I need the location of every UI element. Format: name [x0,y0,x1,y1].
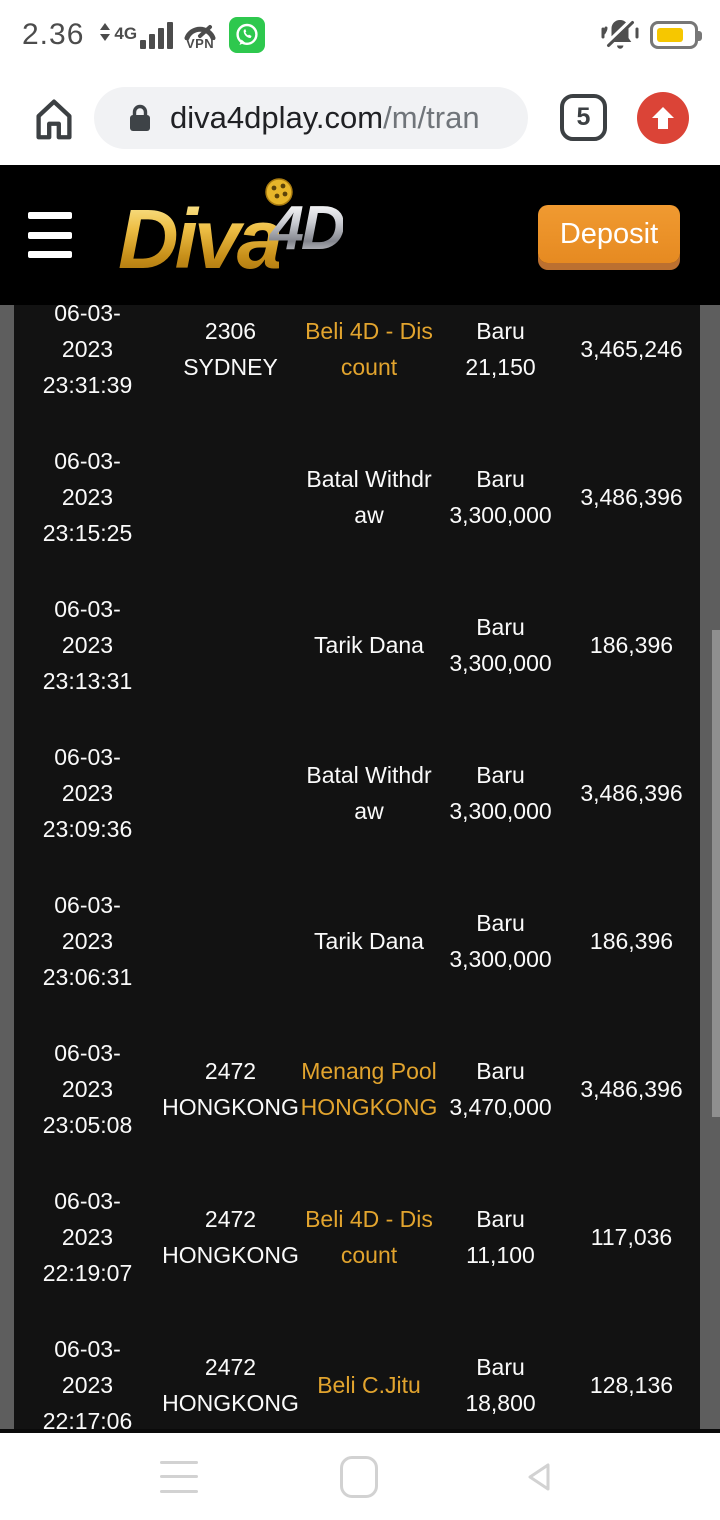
cell-transaction-type: Batal Withdr aw [306,466,432,528]
cell-datetime: 06-03- 2023 23:31:39 [42,305,133,398]
address-bar[interactable]: diva4dplay.com/m/tran [94,86,528,149]
transaction-table: 06-03- 2023 23:31:39 2306 SYDNEY Beli 4D - … [14,305,700,1433]
cell-pool-result: 2306 SYDNEY [183,318,278,380]
cell-amount: Baru 18,800 [465,1354,536,1416]
cell-datetime: 06-03- 2023 23:15:25 [42,448,133,546]
secure-lock-icon [130,104,150,131]
browser-update-button[interactable] [637,91,689,144]
up-arrow-icon [652,106,674,129]
table-row: 06-03- 2023 23:05:08 2472 HONGKONG Menang P… [14,1015,700,1163]
cell-datetime: 06-03- 2023 22:19:07 [42,1188,133,1286]
cell-datetime: 06-03- 2023 23:05:08 [42,1040,133,1138]
network-type-label: 4G [114,23,138,43]
cell-balance: 117,036 [590,1224,673,1250]
url-path: /m/tran [383,99,480,135]
battery-icon [650,21,702,49]
site-logo[interactable]: Diva 4D [118,178,498,289]
cell-pool-result: 2472 HONGKONG [162,1058,299,1120]
status-bar: 2.36 4G VPN [0,0,720,70]
cell-datetime: 06-03- 2023 23:13:31 [42,596,133,694]
cell-amount: Baru 3,300,000 [449,910,552,972]
vpn-label: VPN [185,36,215,51]
back-button[interactable] [520,1457,560,1497]
cell-amount: Baru 3,300,000 [449,762,552,824]
scrollbar-thumb[interactable] [712,630,720,1117]
cell-datetime: 06-03- 2023 23:06:31 [42,892,133,990]
recents-button[interactable] [160,1460,198,1493]
cell-amount: Baru 3,300,000 [449,466,552,528]
cell-balance: 186,396 [589,632,674,658]
url-text: diva4dplay.com/m/tran [170,100,480,136]
browser-home-button[interactable] [28,92,80,144]
content-bottom-edge [0,1429,720,1433]
logo-text-primary: Diva [118,192,283,286]
cell-transaction-type: Tarik Dana [314,928,424,954]
dice-icon [265,178,293,206]
deposit-button[interactable]: Deposit [538,205,680,263]
cell-datetime: 06-03- 2023 23:09:36 [42,744,133,842]
cell-datetime: 06-03- 2023 22:17:06 [42,1336,133,1433]
cell-transaction-type: Batal Withdr aw [306,762,432,824]
cellular-signal-icon: 4G [100,21,174,49]
table-row: 06-03- 2023 23:13:31 Tarik Dana Baru 3,300,… [14,571,700,719]
cell-amount: Baru 21,150 [465,318,536,380]
cell-transaction-type: Beli 4D - Dis count [305,1206,433,1268]
cell-transaction-type: Beli 4D - Dis count [305,318,433,380]
clock: 2.36 [22,18,85,51]
logo-text-secondary: 4D [269,194,345,263]
cell-transaction-type: Tarik Dana [314,632,424,658]
cell-balance: 3,486,396 [580,484,683,510]
page-content: 06-03- 2023 23:31:39 2306 SYDNEY Beli 4D - … [0,305,720,1433]
cell-amount: Baru 11,100 [466,1206,535,1268]
url-domain: diva4dplay.com [170,99,384,135]
deposit-label: Deposit [559,217,659,250]
cell-amount: Baru 3,470,000 [449,1058,552,1120]
tab-count: 5 [576,103,591,131]
table-row: 06-03- 2023 22:19:07 2472 HONGKONG Beli 4D … [14,1163,700,1311]
site-header: Diva 4D Deposit [0,165,720,305]
vpn-icon: VPN [183,20,217,50]
whatsapp-notification-icon [229,17,266,53]
cell-transaction-type: Menang Pool HONGKONG [300,1058,438,1120]
cell-pool-result: 2472 HONGKONG [162,1354,299,1416]
table-row: 06-03- 2023 23:09:36 Batal Withdr aw Baru 3,… [14,719,700,867]
signal-bars-icon [140,21,174,49]
cell-balance: 3,465,246 [580,336,683,362]
cell-balance: 186,396 [589,928,674,954]
cell-balance: 3,486,396 [580,780,683,806]
menu-button[interactable] [28,212,72,258]
tab-counter-button[interactable]: 5 [560,94,607,141]
table-row: 06-03- 2023 23:31:39 2306 SYDNEY Beli 4D - … [14,305,700,423]
cell-balance: 3,486,396 [580,1076,683,1102]
cell-pool-result: 2472 HONGKONG [162,1206,299,1268]
cell-amount: Baru 3,300,000 [449,614,552,676]
cell-balance: 128,136 [589,1372,674,1398]
home-nav-button[interactable] [340,1455,378,1498]
system-nav-bar [0,1433,720,1520]
cell-transaction-type: Beli C.Jitu [317,1372,421,1398]
table-row: 06-03- 2023 23:15:25 Batal Withdr aw Baru 3,… [14,423,700,571]
table-row: 06-03- 2023 22:17:06 2472 HONGKONG Beli C.J… [14,1311,700,1433]
table-row: 06-03- 2023 23:06:31 Tarik Dana Baru 3,300,… [14,867,700,1015]
data-activity-icon [100,22,111,41]
browser-toolbar: diva4dplay.com/m/tran 5 [0,70,720,165]
mute-bell-icon [601,19,639,49]
